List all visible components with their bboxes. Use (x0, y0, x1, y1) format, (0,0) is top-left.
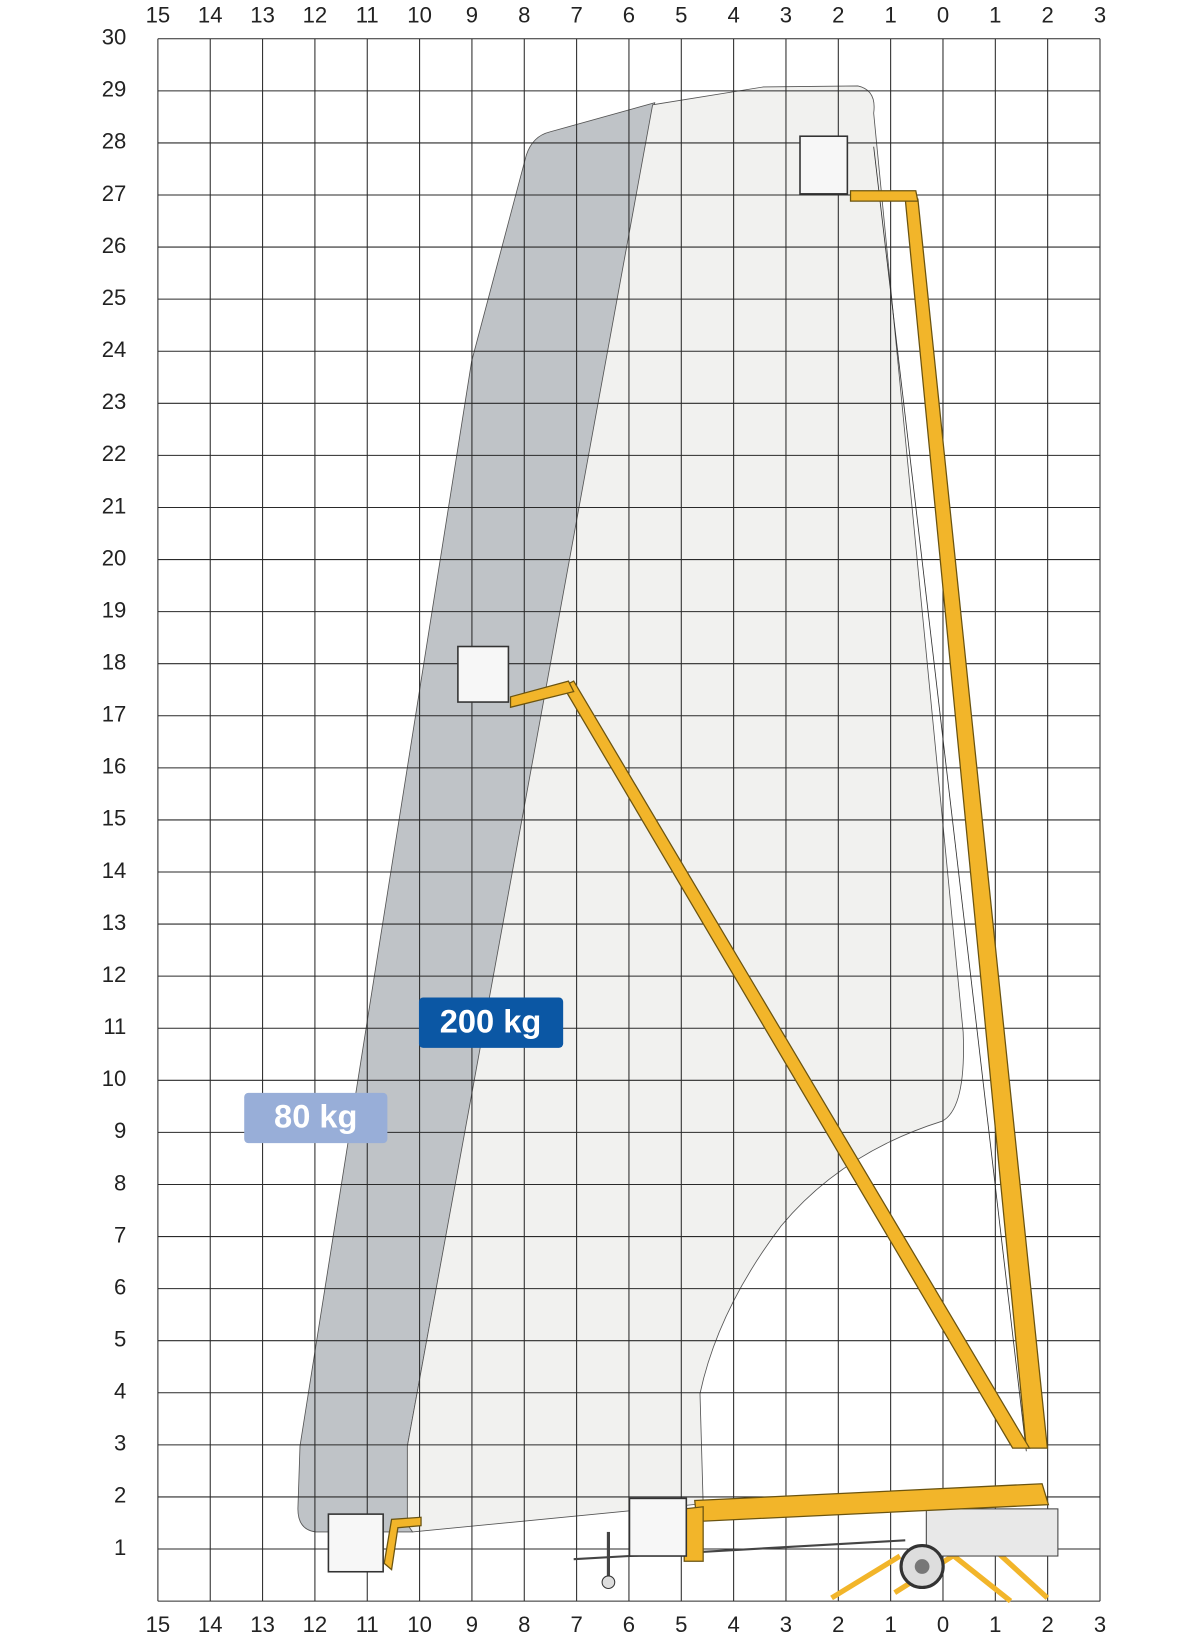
left-axis-label: 29 (102, 77, 127, 102)
top-axis-label: 3 (780, 3, 792, 28)
bottom-axis-label: 8 (518, 1612, 530, 1637)
left-axis-label: 5 (114, 1327, 126, 1352)
bottom-axis-label: 10 (407, 1612, 432, 1637)
left-axis-label: 28 (102, 129, 127, 154)
left-axis-label: 2 (114, 1483, 126, 1508)
basket-low (327, 1513, 384, 1573)
bottom-axis-label: 1 (884, 1612, 896, 1637)
left-axis-label: 15 (102, 806, 127, 831)
load-label-heavy: 200 kg (418, 997, 564, 1048)
bottom-axis-label: 2 (832, 1612, 844, 1637)
grid (157, 38, 1101, 1602)
bottom-axis-label: 5 (675, 1612, 687, 1637)
envelope-200kg (406, 85, 964, 1533)
bottom-axis-label: 3 (780, 1612, 792, 1637)
left-axis-label: 26 (102, 233, 127, 258)
top-axis-label: 1 (884, 3, 896, 28)
top-axis-label: 4 (727, 3, 739, 28)
bottom-axis-label: 13 (250, 1612, 275, 1637)
top-axis-label: 14 (198, 3, 223, 28)
top-axis-label: 2 (1042, 3, 1054, 28)
bottom-axis-label: 15 (146, 1612, 171, 1637)
top-axis-label: 5 (675, 3, 687, 28)
bottom-axis-label: 4 (727, 1612, 739, 1637)
left-axis-label: 9 (114, 1118, 126, 1143)
axis-labels: 15 14 13 12 11 10 9 8 7 6 5 4 3 2 1 0 1 2 315 14 13 12 11 10 9 8 7… (102, 3, 1106, 1637)
lift-machine (327, 135, 1059, 1604)
left-axis-label: 4 (114, 1379, 126, 1404)
left-axis-label: 6 (114, 1274, 126, 1299)
top-axis-label: 6 (623, 3, 635, 28)
left-axis-label: 11 (103, 1014, 126, 1039)
jockey-wheel-tire (601, 1575, 616, 1590)
bottom-axis-label: 2 (1042, 1612, 1054, 1637)
left-axis-label: 16 (102, 754, 127, 779)
left-axis-label: 8 (114, 1170, 126, 1195)
envelope-outline (873, 146, 1027, 1452)
top-axis-label: 7 (570, 3, 582, 28)
bottom-axis-label: 6 (623, 1612, 635, 1637)
load-badge-light (244, 1092, 388, 1144)
top-axis-label: 13 (250, 3, 275, 28)
left-axis-label: 23 (102, 389, 127, 414)
left-axis-label: 14 (102, 858, 127, 883)
top-axis-label: 1 (989, 3, 1001, 28)
left-axis-label: 20 (102, 545, 127, 570)
jib-mid (509, 680, 575, 709)
left-axis-label: 30 (102, 25, 127, 50)
left-axis-label: 12 (102, 962, 127, 987)
top-axis-label: 0 (937, 3, 949, 28)
load-badge-heavy (418, 997, 564, 1048)
left-axis-label: 3 (114, 1431, 126, 1456)
left-axis-label: 27 (102, 181, 127, 206)
boom-mid (562, 680, 1031, 1449)
load-text-light: 80 kg (274, 1099, 357, 1135)
left-axis-label: 21 (102, 493, 127, 518)
bottom-axis-label: 11 (356, 1612, 379, 1637)
top-axis-label: 15 (146, 3, 171, 28)
bottom-axis-label: 12 (303, 1612, 328, 1637)
left-axis-label: 17 (102, 702, 127, 727)
jib-max-height (849, 190, 919, 202)
bottom-axis-label: 9 (466, 1612, 478, 1637)
basket-mid (457, 645, 510, 703)
top-axis-label: 12 (303, 3, 328, 28)
left-axis-label: 13 (102, 910, 127, 935)
bottom-axis-label: 14 (198, 1612, 223, 1637)
bottom-axis-label: 3 (1094, 1612, 1106, 1637)
top-axis-label: 8 (518, 3, 530, 28)
left-axis-label: 18 (102, 650, 127, 675)
left-axis-label: 22 (102, 441, 127, 466)
load-text-heavy: 200 kg (440, 1003, 542, 1039)
left-axis-label: 10 (102, 1066, 127, 1091)
wheel-hub (914, 1559, 930, 1574)
bottom-axis-label: 7 (570, 1612, 582, 1637)
bottom-axis-label: 0 (937, 1612, 949, 1637)
left-axis-label: 25 (102, 285, 127, 310)
left-axis-label: 7 (114, 1222, 126, 1247)
top-axis-label: 3 (1094, 3, 1106, 28)
jib-low (383, 1516, 422, 1571)
basket-max-height (799, 135, 849, 195)
bottom-axis-label: 1 (989, 1612, 1001, 1637)
top-axis-label: 9 (466, 3, 478, 28)
turret-base (925, 1508, 1059, 1557)
left-axis-label: 1 (114, 1535, 126, 1560)
basket-stowed (628, 1497, 688, 1557)
top-axis-label: 11 (356, 3, 379, 28)
working-envelopes (297, 85, 1027, 1533)
top-axis-label: 10 (407, 3, 432, 28)
left-axis-label: 19 (102, 597, 127, 622)
drawbar (573, 1539, 906, 1561)
load-label-light: 80 kg (244, 1092, 388, 1144)
left-axis-label: 24 (102, 337, 127, 362)
envelope-80kg (297, 102, 656, 1533)
top-axis-label: 2 (832, 3, 844, 28)
